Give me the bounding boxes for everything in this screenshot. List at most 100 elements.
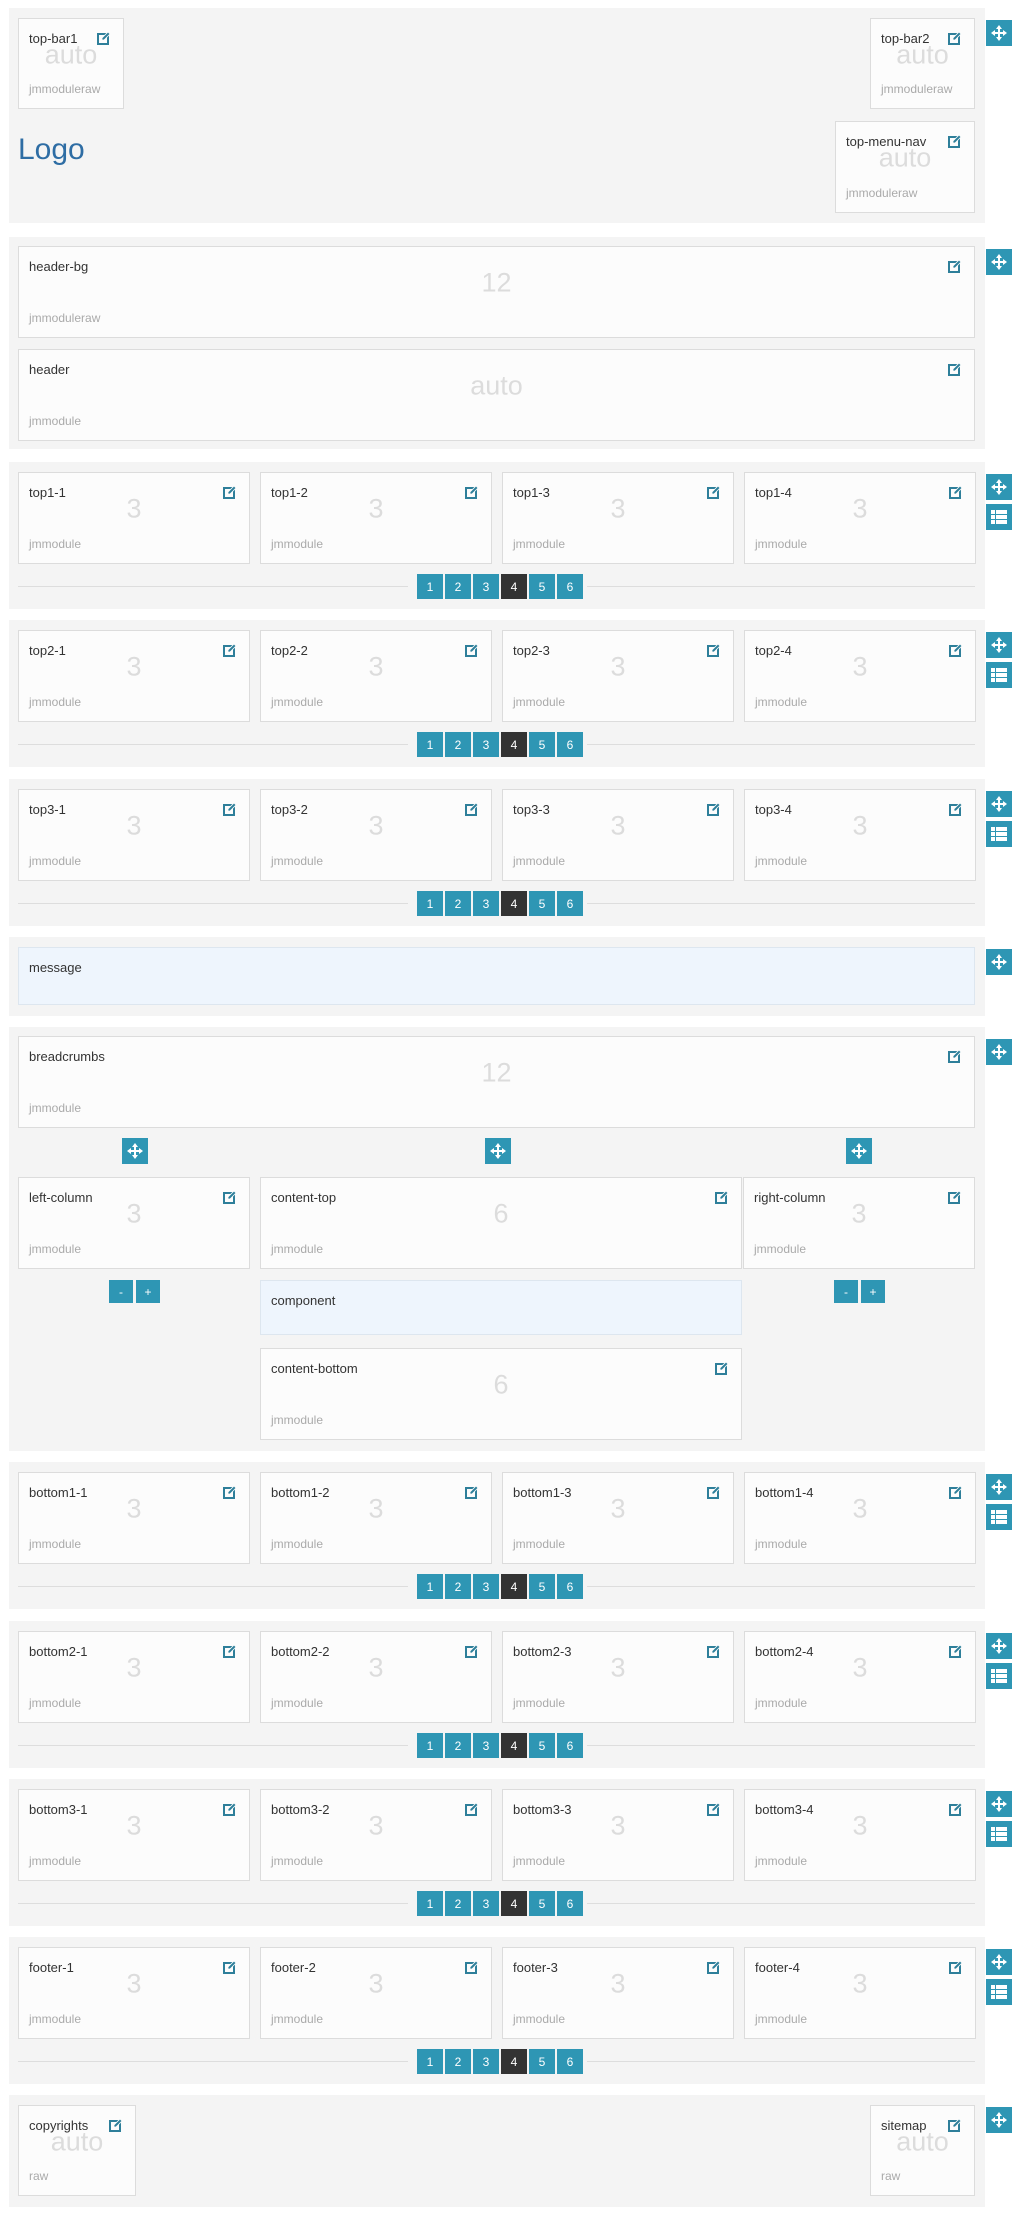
left-column-shrink-button[interactable]: -: [109, 1280, 133, 1303]
move-row-button[interactable]: [986, 1791, 1012, 1817]
edit-icon[interactable]: [949, 1644, 963, 1658]
edit-icon[interactable]: [948, 31, 962, 45]
columns-option-6[interactable]: 6: [557, 1891, 583, 1916]
columns-option-4[interactable]: 4: [501, 574, 527, 599]
column-layout-button[interactable]: [986, 1504, 1012, 1530]
edit-icon[interactable]: [223, 1644, 237, 1658]
columns-option-5[interactable]: 5: [529, 1733, 555, 1758]
columns-option-2[interactable]: 2: [445, 1733, 471, 1758]
edit-icon[interactable]: [949, 643, 963, 657]
columns-option-4[interactable]: 4: [501, 1891, 527, 1916]
columns-option-2[interactable]: 2: [445, 732, 471, 757]
columns-option-4[interactable]: 4: [501, 732, 527, 757]
edit-icon[interactable]: [97, 31, 111, 45]
edit-icon[interactable]: [707, 802, 721, 816]
columns-option-3[interactable]: 3: [473, 1574, 499, 1599]
move-row-button[interactable]: [986, 20, 1012, 46]
right-column-grow-button[interactable]: +: [861, 1280, 885, 1303]
columns-option-6[interactable]: 6: [557, 891, 583, 916]
columns-option-4[interactable]: 4: [501, 891, 527, 916]
columns-option-2[interactable]: 2: [445, 1891, 471, 1916]
edit-icon[interactable]: [949, 802, 963, 816]
move-row-button[interactable]: [986, 1949, 1012, 1975]
columns-option-2[interactable]: 2: [445, 2049, 471, 2074]
columns-option-1[interactable]: 1: [417, 732, 443, 757]
columns-option-4[interactable]: 4: [501, 2049, 527, 2074]
edit-icon[interactable]: [715, 1361, 729, 1375]
columns-option-4[interactable]: 4: [501, 1733, 527, 1758]
columns-option-5[interactable]: 5: [529, 1891, 555, 1916]
edit-icon[interactable]: [707, 1802, 721, 1816]
move-row-button[interactable]: [986, 474, 1012, 500]
edit-icon[interactable]: [465, 802, 479, 816]
edit-icon[interactable]: [465, 1802, 479, 1816]
move-column-button[interactable]: [485, 1138, 511, 1164]
left-column-grow-button[interactable]: +: [136, 1280, 160, 1303]
edit-icon[interactable]: [465, 1960, 479, 1974]
edit-icon[interactable]: [948, 362, 962, 376]
columns-option-2[interactable]: 2: [445, 574, 471, 599]
columns-option-6[interactable]: 6: [557, 2049, 583, 2074]
edit-icon[interactable]: [707, 485, 721, 499]
columns-option-3[interactable]: 3: [473, 1891, 499, 1916]
move-row-button[interactable]: [986, 1474, 1012, 1500]
edit-icon[interactable]: [948, 259, 962, 273]
edit-icon[interactable]: [948, 1049, 962, 1063]
edit-icon[interactable]: [223, 1485, 237, 1499]
column-layout-button[interactable]: [986, 504, 1012, 530]
columns-option-2[interactable]: 2: [445, 1574, 471, 1599]
edit-icon[interactable]: [707, 1960, 721, 1974]
move-row-button[interactable]: [986, 632, 1012, 658]
columns-option-1[interactable]: 1: [417, 574, 443, 599]
move-row-button[interactable]: [986, 949, 1012, 975]
edit-icon[interactable]: [465, 1644, 479, 1658]
move-row-button[interactable]: [986, 2107, 1012, 2133]
columns-option-6[interactable]: 6: [557, 574, 583, 599]
columns-option-5[interactable]: 5: [529, 2049, 555, 2074]
edit-icon[interactable]: [949, 1485, 963, 1499]
columns-option-1[interactable]: 1: [417, 1574, 443, 1599]
edit-icon[interactable]: [223, 1960, 237, 1974]
edit-icon[interactable]: [707, 1485, 721, 1499]
column-layout-button[interactable]: [986, 1663, 1012, 1689]
columns-option-1[interactable]: 1: [417, 891, 443, 916]
edit-icon[interactable]: [949, 1960, 963, 1974]
move-row-button[interactable]: [986, 249, 1012, 275]
move-row-button[interactable]: [986, 791, 1012, 817]
edit-icon[interactable]: [707, 643, 721, 657]
columns-option-6[interactable]: 6: [557, 732, 583, 757]
right-column-shrink-button[interactable]: -: [834, 1280, 858, 1303]
columns-option-3[interactable]: 3: [473, 891, 499, 916]
edit-icon[interactable]: [948, 2118, 962, 2132]
columns-option-5[interactable]: 5: [529, 1574, 555, 1599]
columns-option-2[interactable]: 2: [445, 891, 471, 916]
edit-icon[interactable]: [707, 1644, 721, 1658]
column-layout-button[interactable]: [986, 662, 1012, 688]
edit-icon[interactable]: [223, 802, 237, 816]
column-layout-button[interactable]: [986, 821, 1012, 847]
columns-option-6[interactable]: 6: [557, 1574, 583, 1599]
edit-icon[interactable]: [715, 1190, 729, 1204]
columns-option-5[interactable]: 5: [529, 732, 555, 757]
columns-option-1[interactable]: 1: [417, 1891, 443, 1916]
columns-option-1[interactable]: 1: [417, 2049, 443, 2074]
columns-option-5[interactable]: 5: [529, 574, 555, 599]
edit-icon[interactable]: [948, 1190, 962, 1204]
edit-icon[interactable]: [949, 1802, 963, 1816]
columns-option-3[interactable]: 3: [473, 574, 499, 599]
edit-icon[interactable]: [465, 485, 479, 499]
edit-icon[interactable]: [223, 1802, 237, 1816]
columns-option-3[interactable]: 3: [473, 732, 499, 757]
columns-option-1[interactable]: 1: [417, 1733, 443, 1758]
edit-icon[interactable]: [949, 485, 963, 499]
move-row-button[interactable]: [986, 1039, 1012, 1065]
columns-option-3[interactable]: 3: [473, 1733, 499, 1758]
move-column-button[interactable]: [846, 1138, 872, 1164]
columns-option-4[interactable]: 4: [501, 1574, 527, 1599]
columns-option-3[interactable]: 3: [473, 2049, 499, 2074]
edit-icon[interactable]: [223, 643, 237, 657]
edit-icon[interactable]: [109, 2118, 123, 2132]
edit-icon[interactable]: [948, 134, 962, 148]
column-layout-button[interactable]: [986, 1979, 1012, 2005]
edit-icon[interactable]: [223, 485, 237, 499]
